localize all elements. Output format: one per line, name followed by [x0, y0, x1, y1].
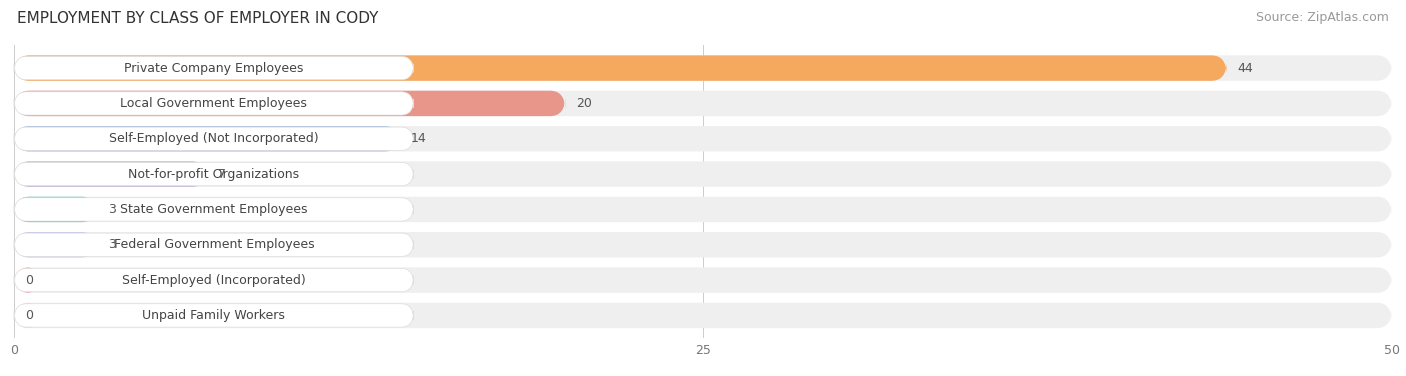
FancyBboxPatch shape	[14, 162, 413, 186]
Text: Source: ZipAtlas.com: Source: ZipAtlas.com	[1256, 11, 1389, 24]
FancyBboxPatch shape	[14, 127, 413, 150]
FancyBboxPatch shape	[14, 197, 1392, 222]
Text: EMPLOYMENT BY CLASS OF EMPLOYER IN CODY: EMPLOYMENT BY CLASS OF EMPLOYER IN CODY	[17, 11, 378, 26]
FancyBboxPatch shape	[14, 267, 42, 293]
FancyBboxPatch shape	[14, 55, 1226, 81]
FancyBboxPatch shape	[14, 304, 413, 327]
FancyBboxPatch shape	[14, 232, 1392, 258]
FancyBboxPatch shape	[14, 198, 413, 221]
Text: State Government Employees: State Government Employees	[120, 203, 308, 216]
FancyBboxPatch shape	[14, 91, 565, 116]
Text: 3: 3	[108, 203, 115, 216]
FancyBboxPatch shape	[14, 267, 1392, 293]
FancyBboxPatch shape	[14, 91, 1392, 116]
FancyBboxPatch shape	[14, 161, 207, 187]
Text: 20: 20	[576, 97, 592, 110]
Text: Federal Government Employees: Federal Government Employees	[114, 238, 314, 251]
FancyBboxPatch shape	[14, 126, 1392, 152]
FancyBboxPatch shape	[14, 303, 42, 328]
Text: Local Government Employees: Local Government Employees	[121, 97, 308, 110]
Text: 44: 44	[1237, 62, 1253, 74]
Text: Self-Employed (Not Incorporated): Self-Employed (Not Incorporated)	[110, 132, 319, 145]
Text: Unpaid Family Workers: Unpaid Family Workers	[142, 309, 285, 322]
Text: Private Company Employees: Private Company Employees	[124, 62, 304, 74]
Text: 14: 14	[411, 132, 426, 145]
Text: Not-for-profit Organizations: Not-for-profit Organizations	[128, 168, 299, 180]
FancyBboxPatch shape	[14, 92, 413, 115]
Text: 0: 0	[25, 274, 34, 287]
FancyBboxPatch shape	[14, 197, 97, 222]
FancyBboxPatch shape	[14, 232, 97, 258]
FancyBboxPatch shape	[14, 303, 1392, 328]
FancyBboxPatch shape	[14, 55, 1392, 81]
Text: 7: 7	[218, 168, 226, 180]
FancyBboxPatch shape	[14, 56, 413, 80]
FancyBboxPatch shape	[14, 161, 1392, 187]
Text: Self-Employed (Incorporated): Self-Employed (Incorporated)	[122, 274, 305, 287]
FancyBboxPatch shape	[14, 126, 399, 152]
FancyBboxPatch shape	[14, 268, 413, 292]
FancyBboxPatch shape	[14, 233, 413, 256]
Text: 0: 0	[25, 309, 34, 322]
Text: 3: 3	[108, 238, 115, 251]
